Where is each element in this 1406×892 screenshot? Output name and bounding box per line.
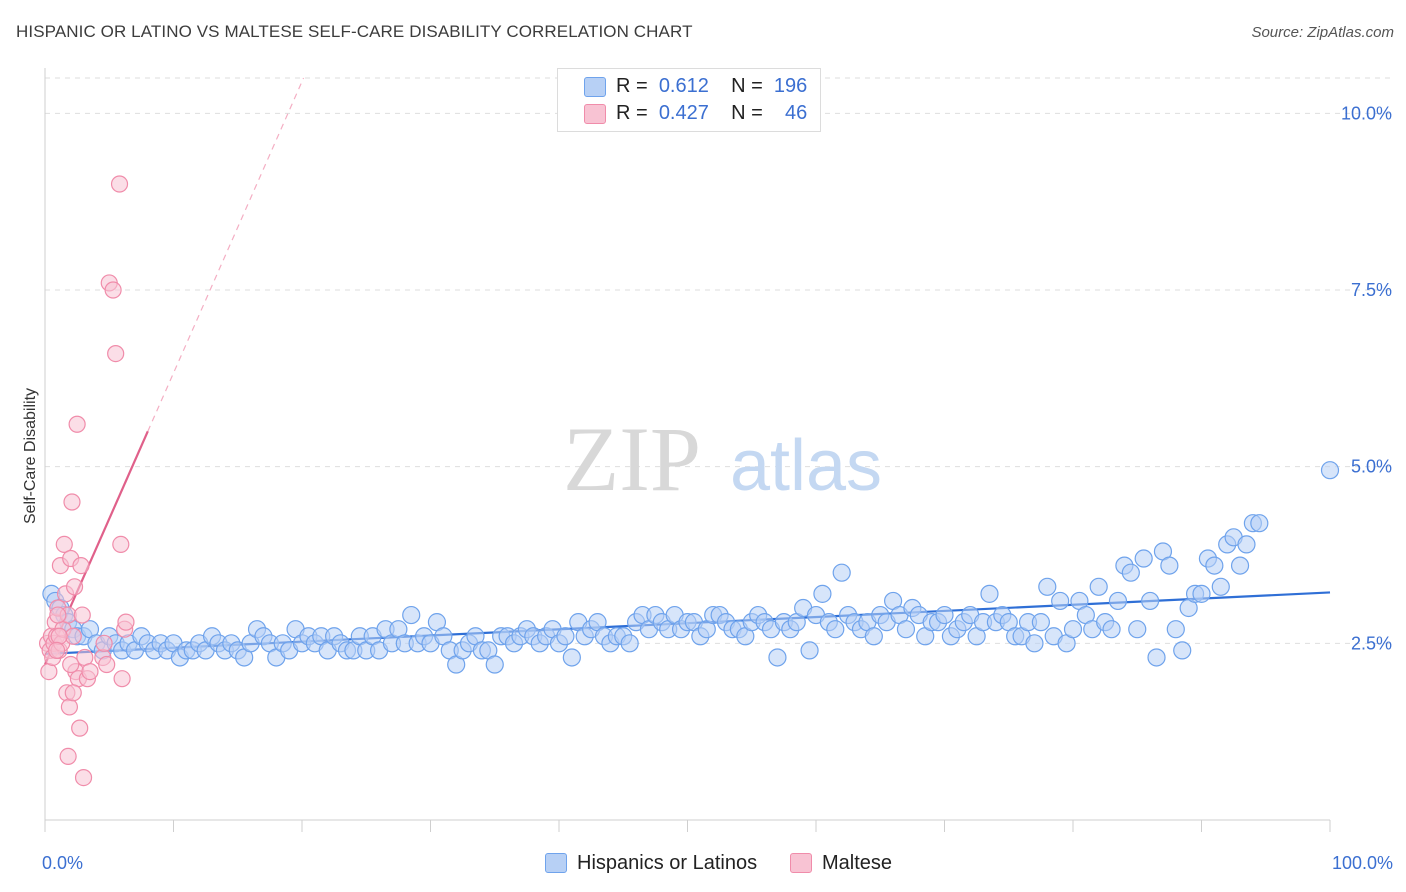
y-tick-label: 10.0% bbox=[1341, 103, 1392, 123]
point-hispanic bbox=[1051, 591, 1070, 611]
point-maltese bbox=[47, 641, 66, 660]
y-tick-label: 5.0% bbox=[1351, 457, 1392, 477]
bottom-legend-label: Hispanics or Latinos bbox=[577, 852, 758, 874]
point-hispanic bbox=[1038, 577, 1057, 596]
point-maltese bbox=[112, 535, 130, 554]
point-hispanic bbox=[1140, 591, 1160, 611]
point-hispanic bbox=[1063, 620, 1083, 639]
point-maltese bbox=[49, 606, 67, 624]
point-hispanic bbox=[562, 648, 581, 667]
point-hispanic bbox=[1025, 634, 1044, 653]
point-hispanic bbox=[1211, 577, 1230, 596]
point-maltese bbox=[63, 493, 81, 511]
chart-title: HISPANIC OR LATINO VS MALTESE SELF-CARE … bbox=[16, 22, 693, 41]
trend-line-maltese-extrapolated bbox=[147, 77, 305, 432]
legend-swatch-blue bbox=[584, 77, 606, 97]
y-tick-label: 7.5% bbox=[1351, 280, 1392, 300]
bottom-legend-label: Maltese bbox=[822, 852, 893, 874]
point-hispanic bbox=[826, 620, 845, 639]
point-hispanic bbox=[1173, 641, 1192, 660]
point-maltese bbox=[117, 613, 135, 631]
legend-text: R = 0.612 N = 196 bbox=[616, 75, 807, 98]
point-maltese bbox=[104, 281, 122, 299]
point-maltese bbox=[68, 415, 86, 433]
point-maltese bbox=[50, 627, 68, 645]
point-hispanic bbox=[1192, 584, 1211, 603]
gridlines bbox=[45, 77, 1392, 644]
point-maltese bbox=[64, 684, 82, 702]
correlation-legend: R = 0.612 N = 196 R = 0.427 N = 46 bbox=[557, 68, 821, 132]
r-label: R = bbox=[616, 102, 648, 124]
point-maltese bbox=[98, 655, 116, 674]
point-hispanic bbox=[864, 627, 883, 646]
point-maltese bbox=[55, 535, 73, 554]
point-hispanic bbox=[935, 605, 954, 625]
point-maltese bbox=[72, 556, 90, 575]
point-hispanic bbox=[556, 627, 575, 646]
point-maltese bbox=[107, 345, 125, 363]
legend-text: R = 0.427 N = 46 bbox=[616, 102, 807, 125]
point-hispanic bbox=[1031, 613, 1050, 632]
point-hispanic bbox=[832, 563, 851, 582]
point-hispanic bbox=[1166, 620, 1185, 639]
point-hispanic bbox=[980, 584, 999, 603]
point-maltese bbox=[65, 578, 84, 596]
n-value: 196 bbox=[773, 75, 808, 97]
x-tick-label: 100.0% bbox=[1332, 853, 1393, 873]
r-value: 0.427 bbox=[658, 102, 709, 124]
watermark-zip: ZIP bbox=[563, 408, 701, 510]
point-maltese bbox=[62, 655, 80, 674]
point-hispanic bbox=[1108, 591, 1128, 611]
point-hispanic bbox=[1160, 556, 1179, 575]
point-hispanic bbox=[620, 634, 639, 653]
point-hispanic bbox=[1121, 563, 1140, 582]
n-label: N = bbox=[731, 75, 763, 97]
point-maltese bbox=[59, 747, 77, 766]
point-hispanic bbox=[1134, 549, 1153, 568]
data-points bbox=[38, 175, 1340, 787]
y-tick-label: 2.5% bbox=[1351, 633, 1392, 653]
source-label: Source: ZipAtlas.com bbox=[1251, 24, 1394, 41]
watermark-atlas: atlas bbox=[730, 426, 882, 506]
bottom-legend-swatch-pink bbox=[790, 853, 812, 873]
point-hispanic bbox=[402, 605, 421, 625]
point-hispanic bbox=[1250, 514, 1269, 533]
point-maltese bbox=[74, 768, 93, 787]
x-tick-label: 0.0% bbox=[42, 853, 83, 873]
point-hispanic bbox=[1147, 648, 1166, 667]
point-maltese bbox=[40, 662, 58, 681]
point-hispanic bbox=[1089, 577, 1108, 596]
point-hispanic bbox=[800, 641, 819, 660]
point-hispanic bbox=[1205, 556, 1224, 575]
point-maltese bbox=[81, 662, 99, 681]
point-hispanic bbox=[1237, 535, 1256, 554]
point-maltese bbox=[110, 175, 129, 193]
point-hispanic bbox=[1128, 620, 1147, 639]
point-hispanic bbox=[896, 620, 916, 639]
point-hispanic bbox=[1102, 620, 1121, 639]
r-value: 0.612 bbox=[658, 75, 709, 97]
point-hispanic bbox=[813, 584, 832, 603]
point-hispanic bbox=[485, 655, 504, 674]
bottom-legend-swatch-blue bbox=[545, 853, 567, 873]
y-axis-label: Self-Care Disability bbox=[22, 388, 39, 524]
point-hispanic bbox=[1320, 461, 1340, 480]
n-value: 46 bbox=[785, 102, 808, 124]
point-maltese bbox=[60, 698, 79, 716]
point-maltese bbox=[73, 606, 91, 624]
n-label: N = bbox=[731, 102, 763, 124]
point-hispanic bbox=[1230, 556, 1250, 575]
legend-swatch-pink bbox=[584, 104, 606, 124]
tick-labels: 2.5% 5.0% 7.5% 10.0% 0.0% 100.0% bbox=[42, 103, 1393, 873]
r-label: R = bbox=[616, 75, 648, 97]
axes bbox=[44, 68, 1331, 832]
point-hispanic bbox=[768, 648, 787, 667]
point-maltese bbox=[95, 634, 113, 652]
point-maltese bbox=[71, 719, 89, 737]
point-maltese bbox=[113, 670, 131, 688]
watermark: ZIP atlas bbox=[563, 408, 882, 510]
